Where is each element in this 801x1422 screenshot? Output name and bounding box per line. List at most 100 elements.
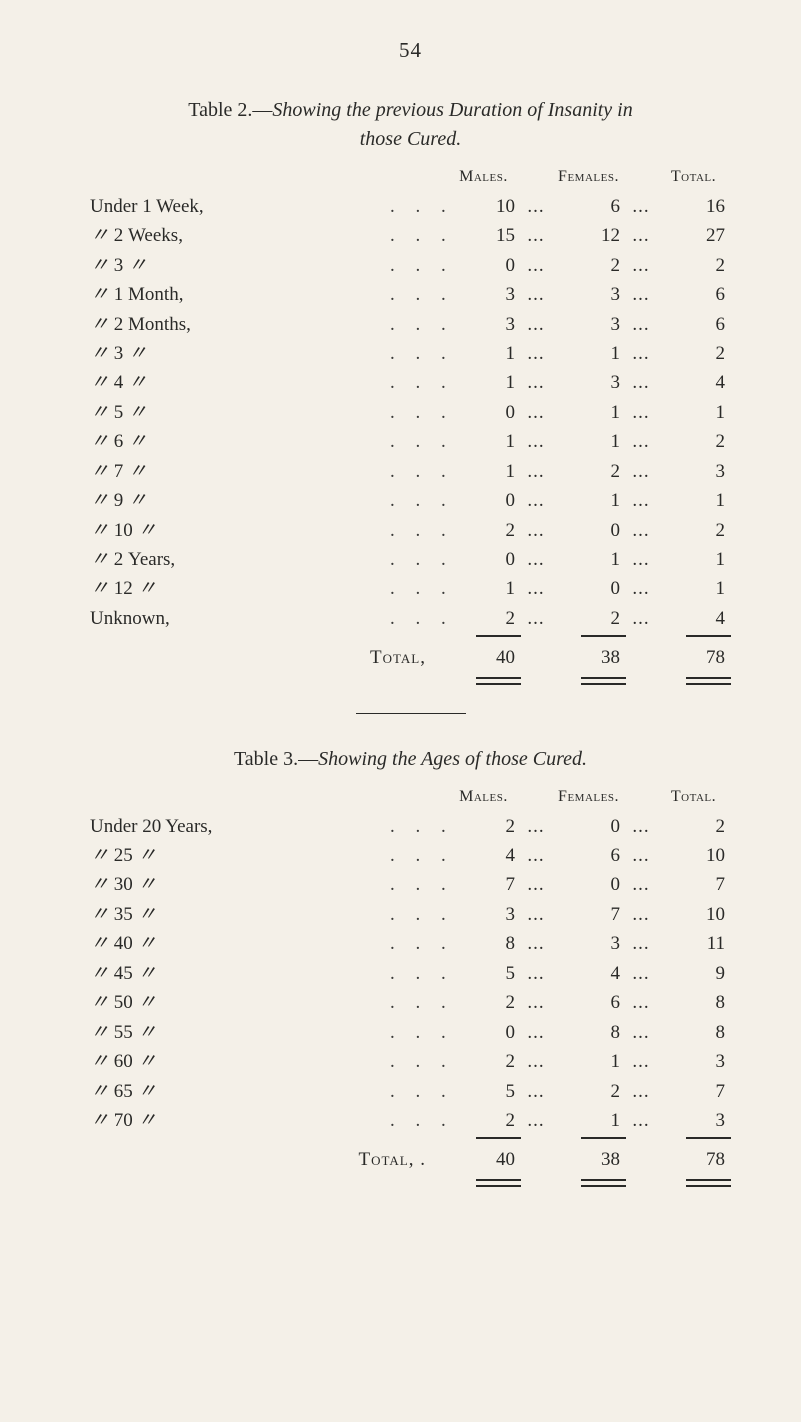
table-row: 〃 70 〃. . . . . . . . . . . .2...1...3 xyxy=(90,1106,731,1135)
ellipsis: ... xyxy=(521,929,551,958)
ellipsis: ... xyxy=(626,604,656,633)
cell-females: 1 xyxy=(551,427,626,456)
ellipsis: ... xyxy=(626,1077,656,1106)
ellipsis: ... xyxy=(521,427,551,456)
table-row: 〃 2 Months,. . . . . . . . . . . .3...3.… xyxy=(90,310,731,339)
ellipsis: ... xyxy=(521,1077,551,1106)
ellipsis: ... xyxy=(626,280,656,309)
table2-total-total: 78 xyxy=(656,643,731,672)
cell-females: 1 xyxy=(551,1047,626,1076)
ellipsis: ... xyxy=(626,457,656,486)
cell-females: 7 xyxy=(551,900,626,929)
cell-males: 1 xyxy=(446,339,521,368)
page: 54 Table 2.—Showing the previous Duratio… xyxy=(0,0,801,1422)
cell-males: 3 xyxy=(446,280,521,309)
leader-dots: . . . . . . . . . . . . xyxy=(390,1018,446,1047)
cell-total: 3 xyxy=(656,457,731,486)
table-row: Unknown,. . . . . . . . . . . .2...2...4 xyxy=(90,604,731,633)
row-label: 〃 3 〃 xyxy=(90,339,390,368)
row-label: 〃 1 Month, xyxy=(90,280,390,309)
row-label: 〃 60 〃 xyxy=(90,1047,390,1076)
table3-total-label: Total, . xyxy=(90,1145,446,1174)
table3-header-females: Females. xyxy=(551,785,626,810)
cell-males: 5 xyxy=(446,1077,521,1106)
cell-total: 2 xyxy=(656,251,731,280)
row-label: 〃 5 〃 xyxy=(90,398,390,427)
ellipsis: ... xyxy=(626,251,656,280)
ellipsis: ... xyxy=(521,516,551,545)
row-label: 〃 7 〃 xyxy=(90,457,390,486)
table2-header-row: . . Males. Females. Total. xyxy=(90,165,731,190)
table2-header-males: Males. xyxy=(446,165,521,190)
table2-header-total: Total. xyxy=(656,165,731,190)
ellipsis: ... xyxy=(521,310,551,339)
table3-subtotal-rule xyxy=(90,1137,731,1139)
table-row: 〃 45 〃. . . . . . . . . . . .5...4...9 xyxy=(90,959,731,988)
row-label: 〃 70 〃 xyxy=(90,1106,390,1135)
cell-total: 2 xyxy=(656,339,731,368)
ellipsis: ... xyxy=(521,251,551,280)
cell-males: 1 xyxy=(446,457,521,486)
table-row: 〃 3 〃. . . . . . . . . . . .1...1...2 xyxy=(90,339,731,368)
table3-header-total: Total. xyxy=(656,785,731,810)
ellipsis: ... xyxy=(521,812,551,841)
leader-dots: . . . . . . . . . . . . xyxy=(390,192,446,221)
cell-females: 6 xyxy=(551,841,626,870)
ellipsis: ... xyxy=(521,280,551,309)
leader-dots: . . . . . . . . . . . . xyxy=(390,574,446,603)
cell-total: 4 xyxy=(656,368,731,397)
ellipsis: ... xyxy=(521,1106,551,1135)
row-label: 〃 40 〃 xyxy=(90,929,390,958)
cell-females: 3 xyxy=(551,368,626,397)
ellipsis: ... xyxy=(521,604,551,633)
table-row: 〃 4 〃. . . . . . . . . . . .1...3...4 xyxy=(90,368,731,397)
cell-total: 6 xyxy=(656,280,731,309)
ellipsis: ... xyxy=(626,574,656,603)
cell-total: 8 xyxy=(656,988,731,1017)
cell-males: 2 xyxy=(446,604,521,633)
table3-total-row: Total, . 40 . 38 . 78 xyxy=(90,1145,731,1174)
leader-dots: . . . . . . . . . . . . xyxy=(390,929,446,958)
ellipsis: ... xyxy=(626,368,656,397)
cell-females: 2 xyxy=(551,457,626,486)
leader-dots: . . . . . . . . . . . . xyxy=(390,841,446,870)
cell-males: 2 xyxy=(446,812,521,841)
cell-females: 4 xyxy=(551,959,626,988)
row-label: 〃 3 〃 xyxy=(90,251,390,280)
cell-females: 2 xyxy=(551,604,626,633)
table-row: 〃 40 〃. . . . . . . . . . . .8...3...11 xyxy=(90,929,731,958)
table2-header-females: Females. xyxy=(551,165,626,190)
ellipsis: ... xyxy=(626,1047,656,1076)
leader-dots: . . . . . . . . . . . . xyxy=(390,1047,446,1076)
leader-dots: . . . . . . . . . . . . xyxy=(390,398,446,427)
leader-dots: . . . . . . . . . . . . xyxy=(390,1077,446,1106)
ellipsis: ... xyxy=(521,900,551,929)
cell-total: 8 xyxy=(656,1018,731,1047)
row-label: 〃 2 Years, xyxy=(90,545,390,574)
table-row: 〃 2 Weeks,. . . . . . . . . . . .15...12… xyxy=(90,221,731,250)
table-row: 〃 7 〃. . . . . . . . . . . .1...2...3 xyxy=(90,457,731,486)
cell-total: 10 xyxy=(656,900,731,929)
leader-dots: . . . . . . . . . . . . xyxy=(390,604,446,633)
ellipsis: ... xyxy=(626,959,656,988)
table-row: Under 1 Week,. . . . . . . . . . . .10..… xyxy=(90,192,731,221)
table3-title-prefix: Table 3.— xyxy=(234,748,318,770)
cell-females: 8 xyxy=(551,1018,626,1047)
row-label: 〃 4 〃 xyxy=(90,368,390,397)
table-row: 〃 50 〃. . . . . . . . . . . .2...6...8 xyxy=(90,988,731,1017)
cell-total: 27 xyxy=(656,221,731,250)
table-row: 〃 9 〃. . . . . . . . . . . .0...1...1 xyxy=(90,486,731,515)
ellipsis: ... xyxy=(626,929,656,958)
table2-subtitle: those Cured. xyxy=(90,128,731,151)
cell-total: 2 xyxy=(656,516,731,545)
cell-total: 10 xyxy=(656,841,731,870)
cell-males: 10 xyxy=(446,192,521,221)
leader-dots: . . . . . . . . . . . . xyxy=(390,959,446,988)
table2-total-females: 38 xyxy=(551,643,626,672)
cell-females: 2 xyxy=(551,251,626,280)
leader-dots: . . . . . . . . . . . . xyxy=(390,900,446,929)
cell-females: 0 xyxy=(551,812,626,841)
ellipsis: ... xyxy=(521,545,551,574)
ellipsis: ... xyxy=(521,398,551,427)
cell-females: 0 xyxy=(551,574,626,603)
